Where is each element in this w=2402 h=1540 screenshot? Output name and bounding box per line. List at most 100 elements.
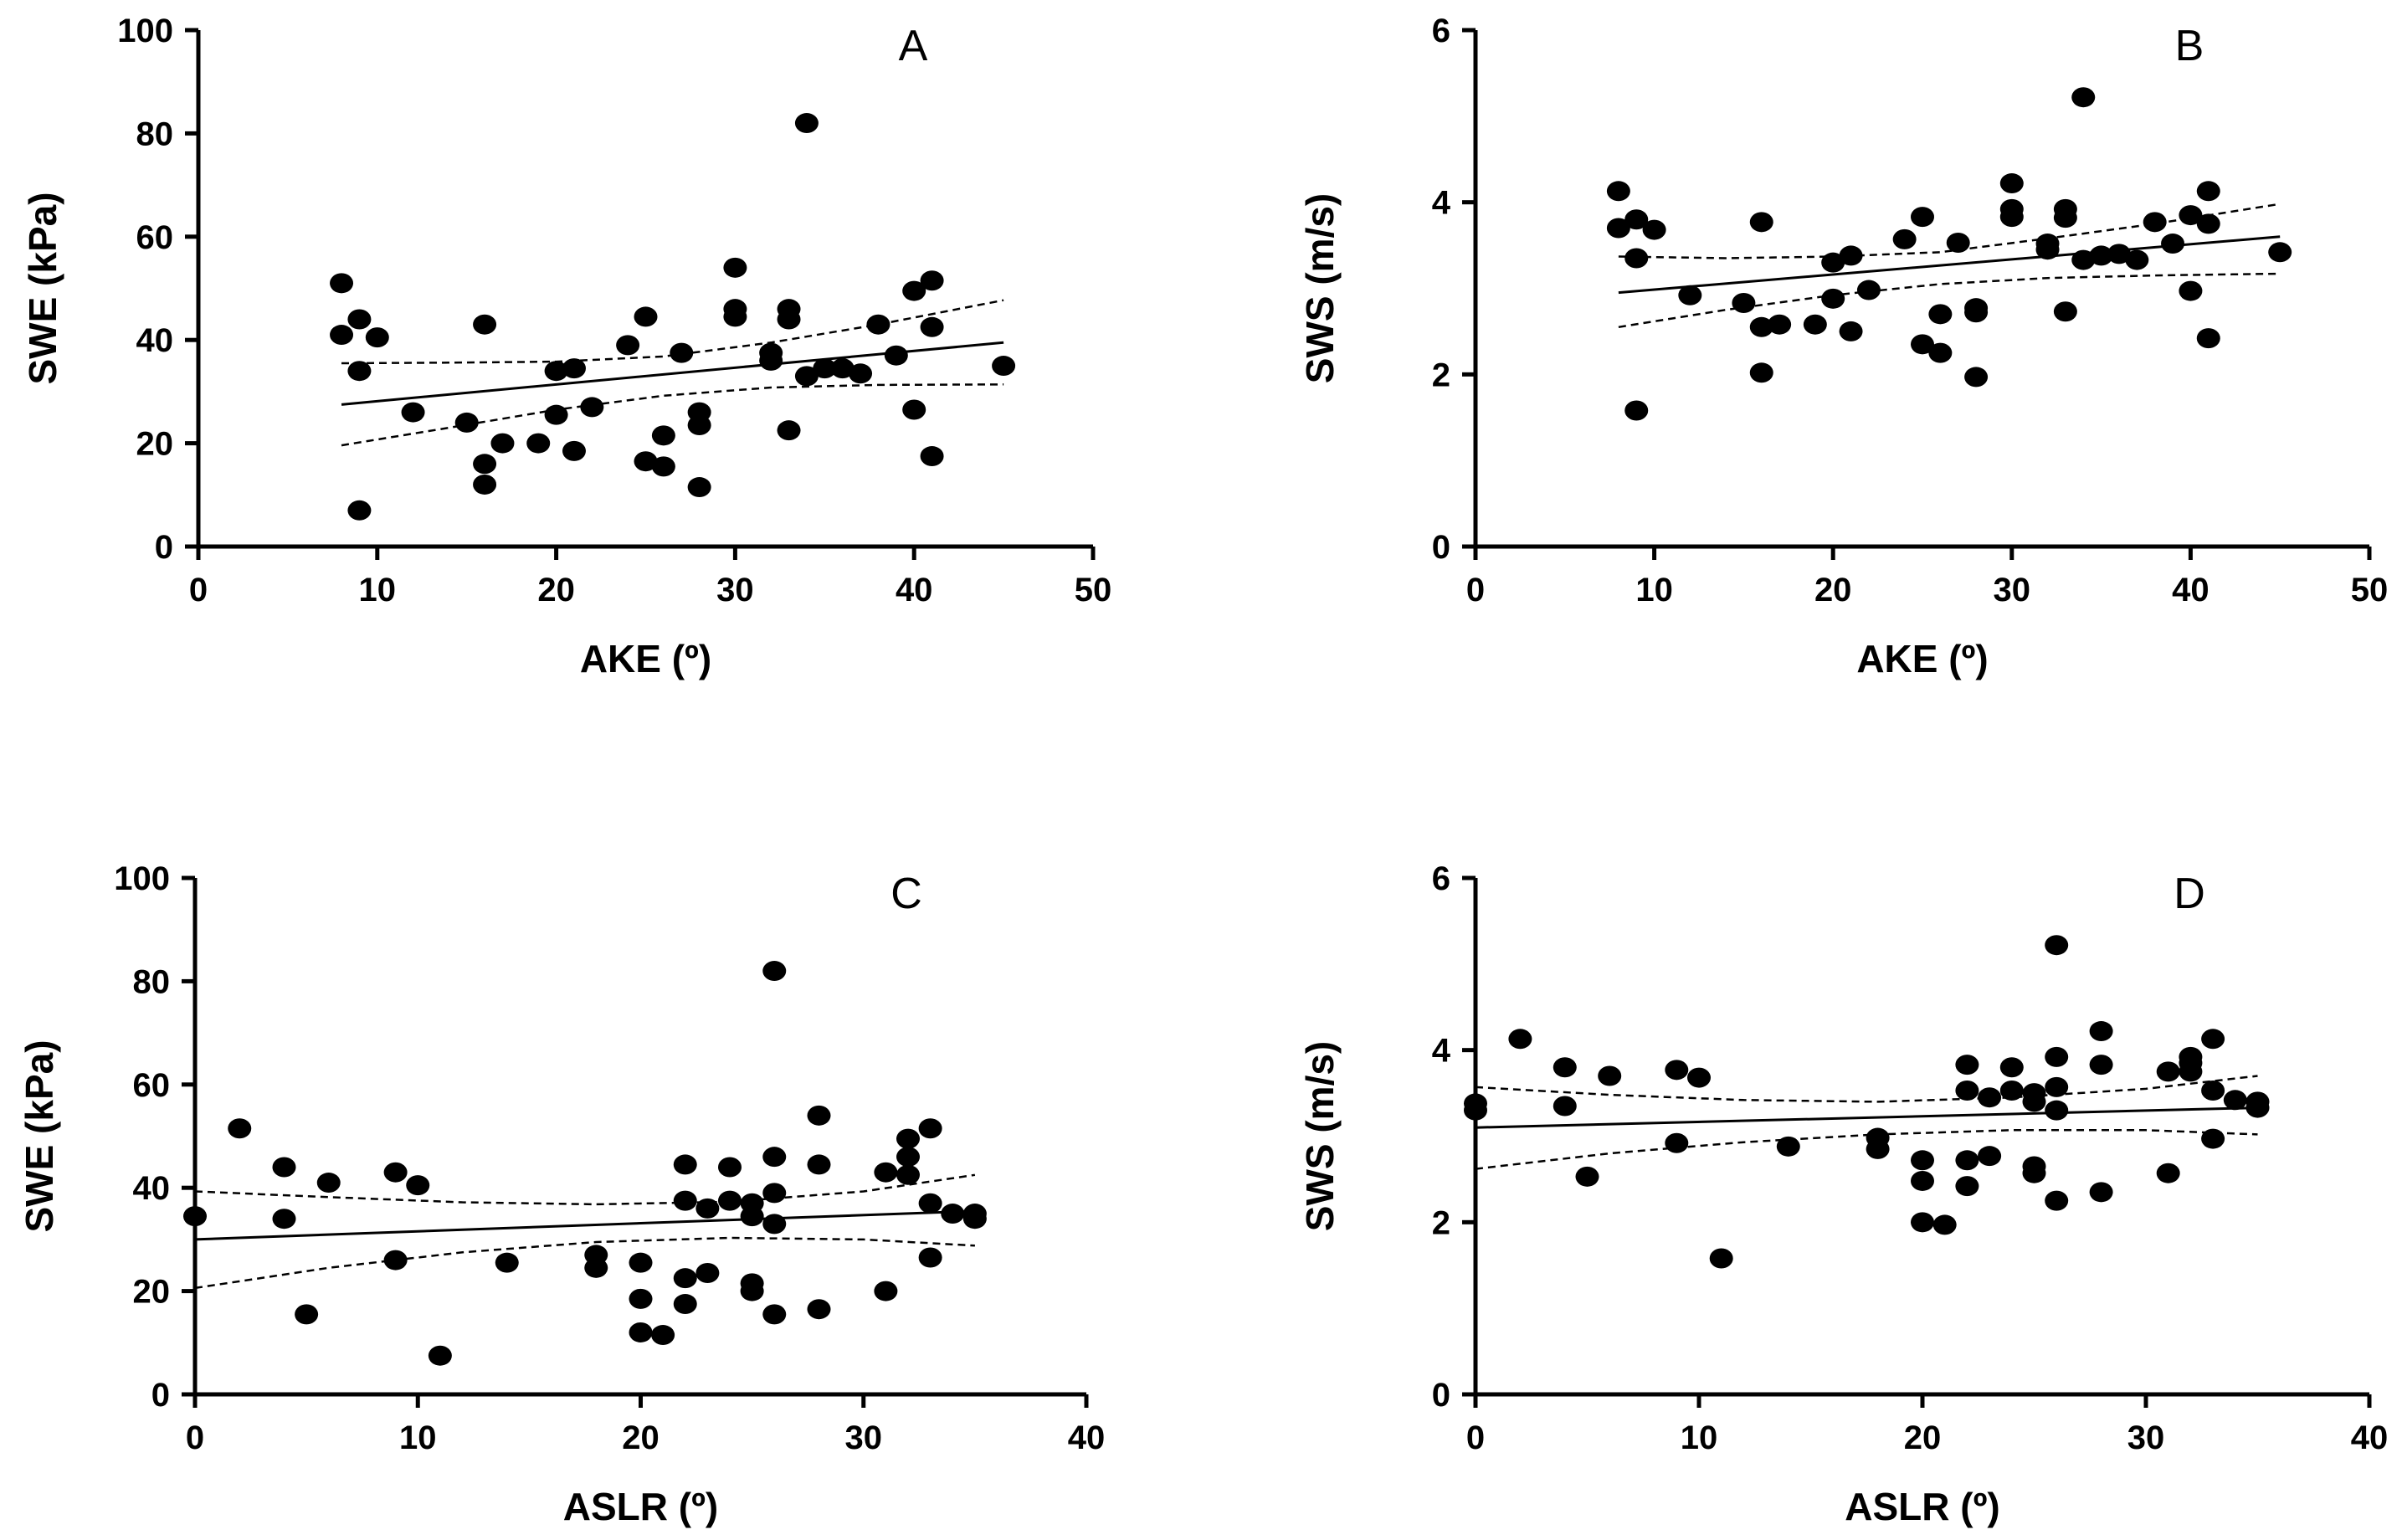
data-point [687, 415, 711, 436]
data-point [687, 477, 711, 498]
data-point [2156, 1061, 2180, 1082]
data-point [1856, 280, 1881, 300]
data-point [473, 474, 497, 495]
confidence-band-upper [1475, 1075, 2258, 1103]
x-tick-label: 30 [845, 1419, 883, 1456]
data-point [1978, 1146, 2002, 1167]
data-point [896, 1164, 920, 1185]
data-point [1928, 342, 1953, 363]
data-point [723, 257, 747, 278]
data-point [347, 361, 372, 382]
data-point [670, 342, 694, 363]
data-point [347, 309, 372, 330]
data-point [1624, 400, 1649, 421]
data-point [1665, 1132, 1689, 1153]
data-point [718, 1190, 742, 1211]
x-axis-title: AKE (º) [1856, 637, 1988, 680]
data-point [1955, 1080, 1979, 1101]
data-point [1999, 1057, 2024, 1078]
confidence-band-upper [194, 1173, 976, 1206]
data-point [634, 306, 658, 327]
data-point [874, 1162, 898, 1183]
data-point [495, 1252, 519, 1273]
data-point [2071, 87, 2096, 108]
data-point [762, 1183, 787, 1204]
data-point [762, 1214, 787, 1235]
data-point [330, 325, 354, 346]
data-point [473, 454, 497, 475]
data-point [316, 1173, 341, 1194]
data-point [813, 358, 837, 379]
data-point [807, 1299, 831, 1320]
data-point [1678, 285, 1702, 305]
data-point [1999, 1080, 2024, 1101]
data-point [383, 1250, 408, 1270]
data-point [330, 273, 354, 294]
x-tick-label: 40 [1068, 1419, 1106, 1456]
data-point [2045, 1190, 2069, 1211]
data-point [1803, 314, 1827, 335]
data-point [1928, 304, 1953, 325]
x-tick-label: 10 [1681, 1419, 1718, 1456]
data-point [918, 1193, 942, 1214]
data-point [1866, 1138, 1890, 1159]
data-point [1978, 1087, 2002, 1108]
data-point [740, 1206, 764, 1227]
data-point [2161, 234, 2185, 254]
x-tick-label: 10 [359, 572, 397, 608]
data-point [544, 361, 568, 382]
x-tick-label: 20 [622, 1419, 660, 1456]
confidence-band-lower [194, 1236, 975, 1290]
y-tick-label: 100 [117, 13, 173, 49]
data-point [2179, 1061, 2203, 1082]
x-tick-label: 30 [1994, 572, 2031, 608]
data-point [651, 456, 675, 477]
data-point [1839, 321, 1863, 341]
x-tick-label: 30 [2127, 1419, 2165, 1456]
panel-c: 0 10 20 30 40 0 20 40 60 80 100 ASLR (º) SWE (kPa) C [18, 860, 1105, 1528]
data-point [651, 425, 675, 446]
panel-label: A [899, 22, 928, 70]
data-point [2201, 1080, 2225, 1101]
data-point [762, 1147, 787, 1168]
data-point [2089, 1182, 2113, 1203]
panel-b: 0 10 20 30 40 50 0 2 4 6 AKE (º) SWS (m/s) B [1298, 13, 2388, 680]
data-point [1955, 1055, 1979, 1075]
data-point [1749, 362, 1773, 383]
x-tick-label: 20 [1904, 1419, 1942, 1456]
y-axis-title: SWE (kPa) [21, 192, 64, 384]
data-point [1642, 219, 1666, 240]
data-point [2035, 239, 2060, 260]
regression-line [194, 1209, 975, 1241]
data-point [918, 1247, 942, 1268]
data-point [759, 350, 783, 371]
data-point [383, 1162, 408, 1183]
y-tick-label: 4 [1432, 185, 1451, 222]
data-point [544, 404, 568, 425]
x-tick-label: 0 [189, 572, 208, 608]
data-point [1606, 181, 1630, 202]
data-point [794, 366, 819, 387]
data-point [616, 335, 640, 356]
panel-d: 0 10 20 30 40 0 2 4 6 ASLR (º) SWS (m/s) D [1298, 860, 2388, 1528]
data-point [2223, 1090, 2247, 1111]
x-tick-label: 20 [1814, 572, 1852, 608]
panel-a: 0 10 20 30 40 50 0 20 40 60 80 100 AKE (º) SWE (kPa) A [21, 13, 1111, 680]
data-point [1598, 1065, 1622, 1086]
x-tick-label: 0 [186, 1419, 204, 1456]
y-tick-label: 2 [1432, 357, 1450, 393]
data-point [2156, 1163, 2180, 1183]
data-point [695, 1198, 720, 1219]
data-point [1839, 245, 1863, 266]
y-tick-label: 0 [151, 1377, 170, 1414]
x-tick-label: 50 [2351, 572, 2389, 608]
y-tick-label: 0 [1432, 529, 1450, 566]
y-tick-label: 100 [114, 860, 170, 897]
data-point [1999, 173, 2024, 194]
regression-line [1475, 1106, 2258, 1129]
panel-label: D [2174, 870, 2205, 918]
data-point [1749, 316, 1773, 337]
panel-label: B [2175, 22, 2204, 70]
data-point [866, 314, 890, 335]
data-point [762, 961, 787, 982]
